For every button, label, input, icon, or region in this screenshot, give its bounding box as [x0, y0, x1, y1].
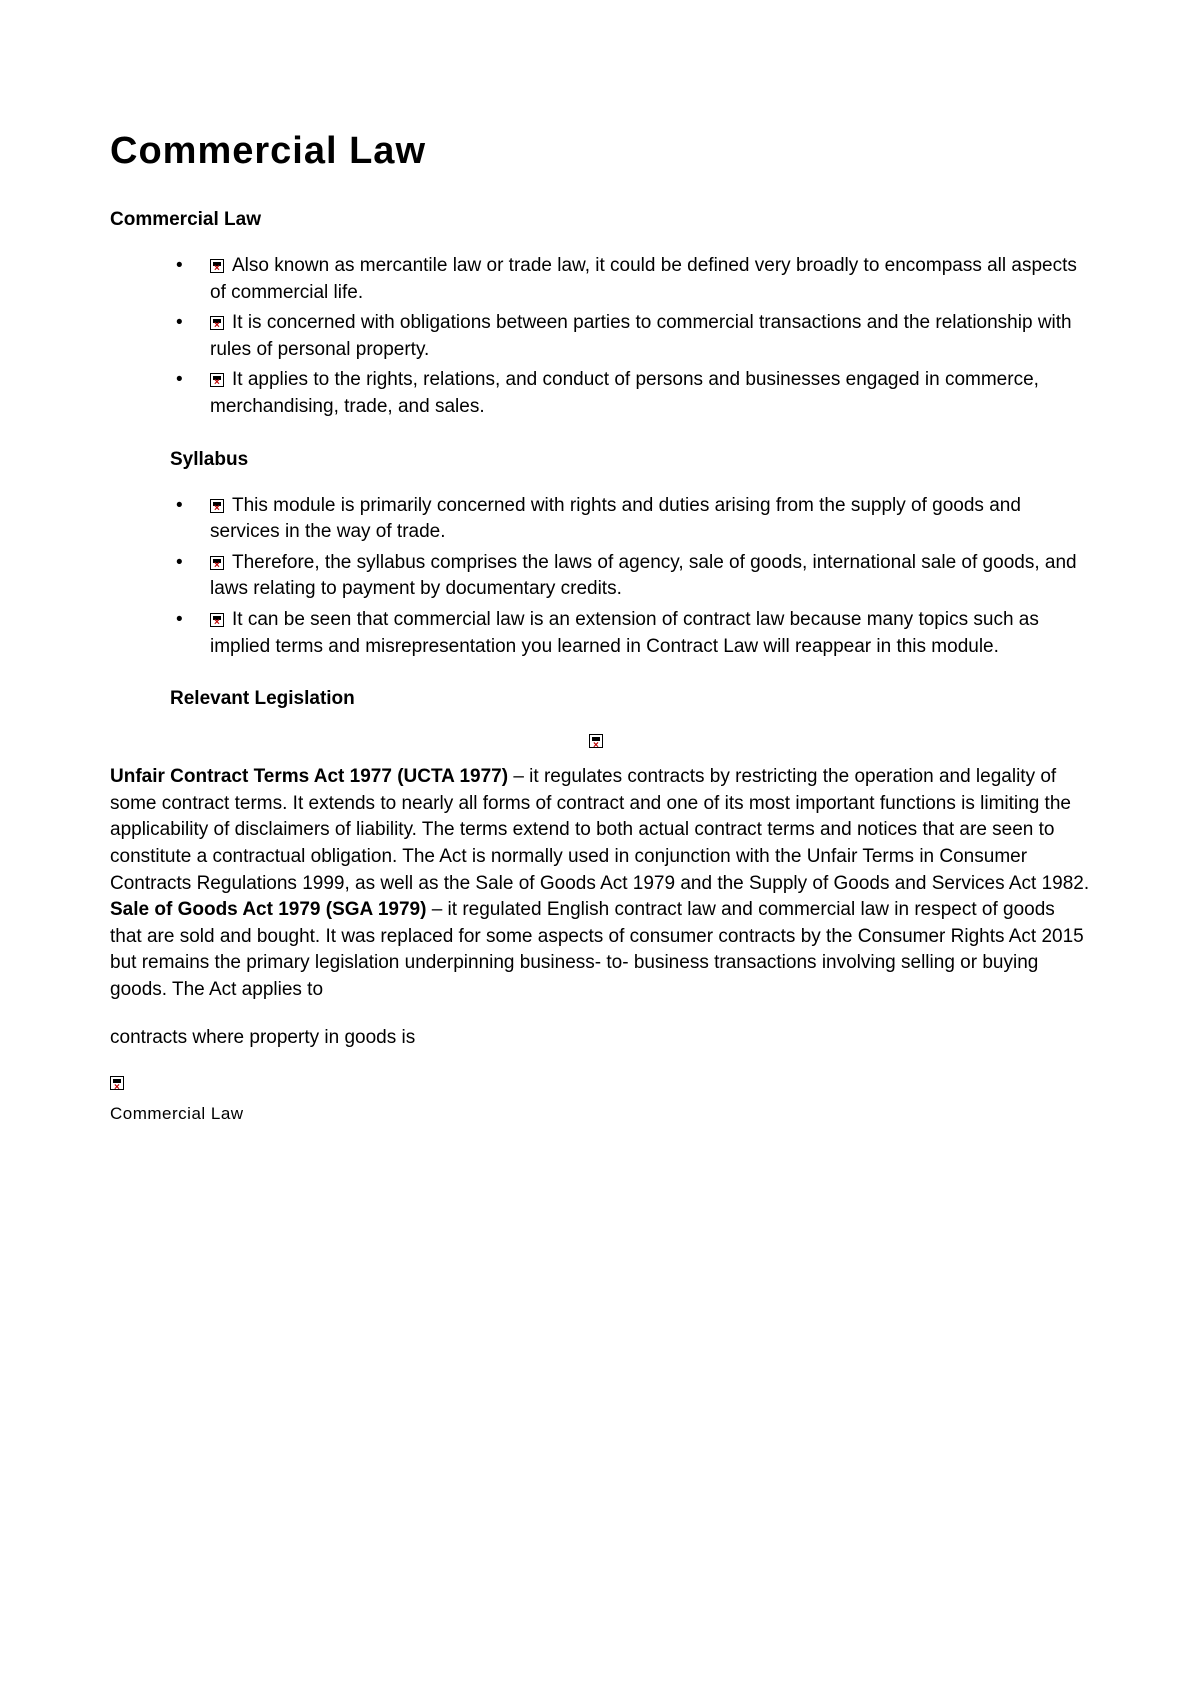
heading-syllabus: Syllabus	[170, 449, 1090, 471]
bullet-text: It is concerned with obligations between…	[210, 312, 1072, 360]
list-item: This module is primarily concerned with …	[170, 493, 1090, 546]
broken-image-icon	[210, 556, 224, 570]
bullet-list-commercial-law: Also known as mercantile law or trade la…	[110, 253, 1090, 421]
list-item: It can be seen that commercial law is an…	[170, 607, 1090, 660]
legislation-bold-1: Unfair Contract Terms Act 1977 (UCTA 197…	[110, 766, 508, 787]
broken-image-icon	[210, 316, 224, 330]
bullet-text: Also known as mercantile law or trade la…	[210, 255, 1077, 303]
subtitle: Commercial Law	[110, 209, 1090, 231]
legislation-bold-2: Sale of Goods Act 1979 (SGA 1979)	[110, 899, 426, 920]
broken-image-icon	[210, 499, 224, 513]
list-item: It applies to the rights, relations, and…	[170, 367, 1090, 420]
list-item: Also known as mercantile law or trade la…	[170, 253, 1090, 306]
broken-image-icon	[210, 373, 224, 387]
bullet-text: This module is primarily concerned with …	[210, 495, 1021, 543]
list-item: Therefore, the syllabus comprises the la…	[170, 550, 1090, 603]
broken-image-icon	[210, 259, 224, 273]
bullet-text: It applies to the rights, relations, and…	[210, 369, 1039, 417]
bullet-text: Therefore, the syllabus comprises the la…	[210, 552, 1077, 600]
bullet-list-syllabus: This module is primarily concerned with …	[110, 493, 1090, 661]
centered-broken-image	[110, 732, 1090, 750]
footer-text: Commercial Law	[110, 1104, 1090, 1124]
standalone-broken-image	[110, 1074, 1090, 1092]
heading-legislation: Relevant Legislation	[170, 688, 1090, 710]
page-title: Commercial Law	[110, 130, 1090, 173]
legislation-paragraph: Unfair Contract Terms Act 1977 (UCTA 197…	[110, 764, 1090, 1003]
trailing-line: contracts where property in goods is	[110, 1025, 1090, 1052]
broken-image-icon	[210, 613, 224, 627]
broken-image-icon	[110, 1076, 124, 1090]
broken-image-icon	[589, 734, 603, 748]
list-item: It is concerned with obligations between…	[170, 310, 1090, 363]
bullet-text: It can be seen that commercial law is an…	[210, 609, 1039, 657]
